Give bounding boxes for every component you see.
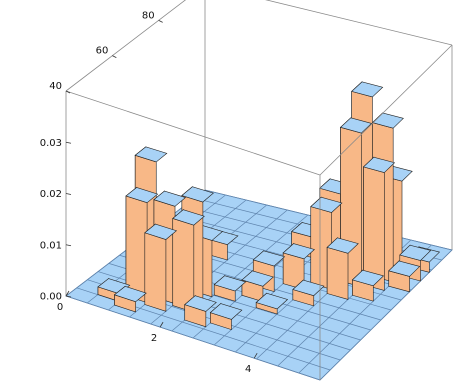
bar [292,279,325,307]
box-edge [265,0,453,46]
z-tick-label: 0.01 [40,240,62,251]
x-tick-mark [65,290,70,297]
bar-face-top [362,156,396,173]
bar-face-top [255,292,289,310]
bar-face-top [282,243,315,260]
y-tick-label: 60 [96,46,109,57]
bar-face-top [292,279,325,296]
z-tick-mark [65,244,72,247]
bar [351,269,385,302]
box-front-edges [65,44,453,380]
bar [362,156,396,291]
x-tick-label: 4 [245,364,251,375]
bar [209,302,243,331]
bar [388,260,421,293]
bar-face-top [339,117,373,134]
bar-face-top [310,196,343,213]
bar-face-front [125,195,148,304]
bar-face-top [181,186,214,203]
bars-layer [97,81,441,331]
y-tick-mark [158,19,163,23]
x-tick-mark [253,353,258,359]
box-edge [65,90,321,176]
bar-face-top [184,295,217,312]
x-tick-label: 0 [57,302,63,313]
z-tick-label: 0.03 [40,138,62,149]
bar [255,292,289,315]
bar [310,196,343,290]
y-tick-mark [65,90,71,94]
x-tick-mark [159,321,164,328]
bar-face-top [172,209,205,226]
z-tick-mark [65,141,72,144]
grid-line-x [319,249,453,381]
bar-face-top [351,269,385,287]
bar [213,275,247,302]
bar-face-top [113,286,147,303]
bar-face-top [213,275,247,292]
bar-face-top [351,81,384,98]
y-tick-label: 80 [142,10,155,21]
bar [326,237,359,300]
bar-face-top [153,190,187,207]
grid-line-y [65,295,321,381]
z-tick-mark [65,193,72,195]
bar-face-top [125,187,159,204]
bar-face-top [252,250,286,267]
bar [125,186,159,304]
bar [241,270,274,303]
y-tick-label: 40 [49,81,62,92]
bar-face-top [399,244,432,261]
bar [172,209,205,313]
bar-face-top [388,260,421,277]
bar [113,285,147,313]
bar [184,295,217,328]
tick-labels: 0.000.010.020.03406080100024 [40,10,258,375]
x-tick-label: 2 [151,333,157,344]
bar-face-top [209,303,243,320]
box-edge [319,44,453,176]
y-tick-mark [112,55,117,59]
bar-face-top [144,223,178,240]
bar-face-top [326,237,359,254]
bar-face-front [326,246,349,300]
z-tick-label: 0.02 [40,189,62,200]
bar-face-top [134,146,168,163]
z-tick-label: 0.00 [40,292,62,303]
bar-face-front [144,232,167,312]
z-tick-mark [65,295,72,298]
bar-face-front [172,218,195,313]
box-edge [65,0,186,92]
bar [144,223,178,312]
bar-face-top [241,270,274,287]
